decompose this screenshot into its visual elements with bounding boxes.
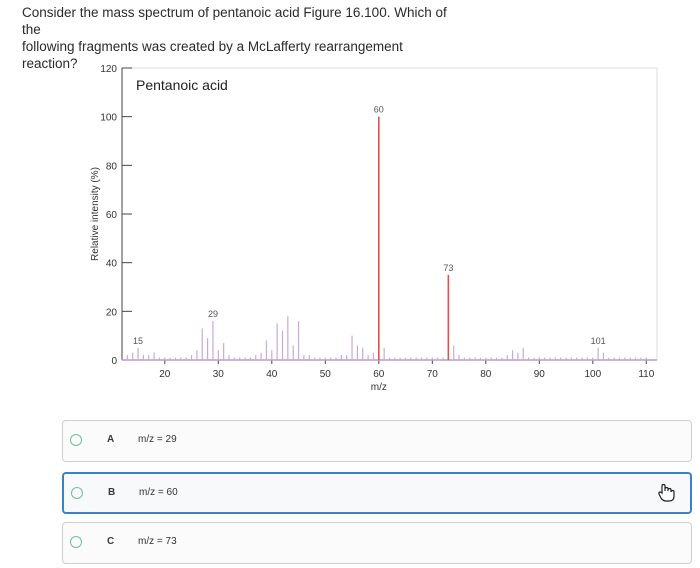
x-tick-label: 70 bbox=[427, 369, 439, 380]
y-tick-label: 80 bbox=[106, 161, 118, 172]
mass-spectrum-svg: 0 20 40 60 80 100 120 20 30 40 50 60 70 80 90 100 110 15 2… bbox=[90, 64, 658, 393]
x-tick-label: 110 bbox=[638, 369, 654, 380]
x-tick-label: 100 bbox=[584, 369, 601, 380]
y-tick-label: 60 bbox=[106, 210, 118, 221]
radio-a[interactable] bbox=[70, 434, 82, 446]
radio-b[interactable] bbox=[71, 487, 83, 499]
y-tick-label: 0 bbox=[111, 356, 117, 367]
x-tick-label: 20 bbox=[159, 369, 171, 380]
chart-title: Pentanoic acid bbox=[136, 77, 228, 93]
x-tick-label: 40 bbox=[266, 369, 278, 380]
y-tick-label: 100 bbox=[100, 113, 117, 124]
choice-b[interactable]: B m/z = 60 bbox=[62, 472, 692, 514]
choice-a[interactable]: A m/z = 29 bbox=[62, 420, 692, 462]
x-tick-label: 50 bbox=[320, 369, 332, 380]
choice-a-text: m/z = 29 bbox=[138, 434, 177, 445]
x-tick-label: 80 bbox=[480, 369, 492, 380]
y-axis-label: Relative intensity (%) bbox=[90, 167, 101, 261]
radio-c[interactable] bbox=[70, 536, 82, 548]
choice-c-text: m/z = 73 bbox=[138, 536, 177, 547]
question-line-2: following fragments was created by a McL… bbox=[22, 39, 403, 71]
peak-label: 29 bbox=[208, 309, 218, 319]
mass-spectrum-chart: 0 20 40 60 80 100 120 20 30 40 50 60 70 80 90 100 110 15 2… bbox=[80, 60, 680, 420]
y-tick-label: 20 bbox=[106, 307, 118, 318]
x-tick-label: 60 bbox=[373, 369, 385, 380]
question-text: Consider the mass spectrum of pentanoic … bbox=[22, 4, 462, 72]
choice-a-letter: A bbox=[107, 434, 115, 445]
question-line-1: Consider the mass spectrum of pentanoic … bbox=[22, 5, 447, 37]
choice-b-text: m/z = 60 bbox=[139, 487, 178, 498]
peak-label: 101 bbox=[591, 336, 606, 346]
choice-b-letter: B bbox=[108, 487, 116, 498]
x-tick-label: 30 bbox=[213, 369, 225, 380]
x-axis-label: m/z bbox=[371, 382, 387, 393]
choice-c[interactable]: C m/z = 73 bbox=[62, 522, 692, 564]
hand-cursor-icon bbox=[656, 482, 678, 509]
peak-label: 60 bbox=[374, 105, 384, 115]
peak-label: 73 bbox=[443, 263, 453, 273]
x-tick-label: 90 bbox=[534, 369, 546, 380]
y-tick-label: 40 bbox=[106, 259, 118, 270]
plot-area bbox=[121, 67, 658, 361]
peak-label: 15 bbox=[133, 336, 143, 346]
choice-c-letter: C bbox=[107, 536, 115, 547]
y-tick-label: 120 bbox=[100, 64, 117, 75]
